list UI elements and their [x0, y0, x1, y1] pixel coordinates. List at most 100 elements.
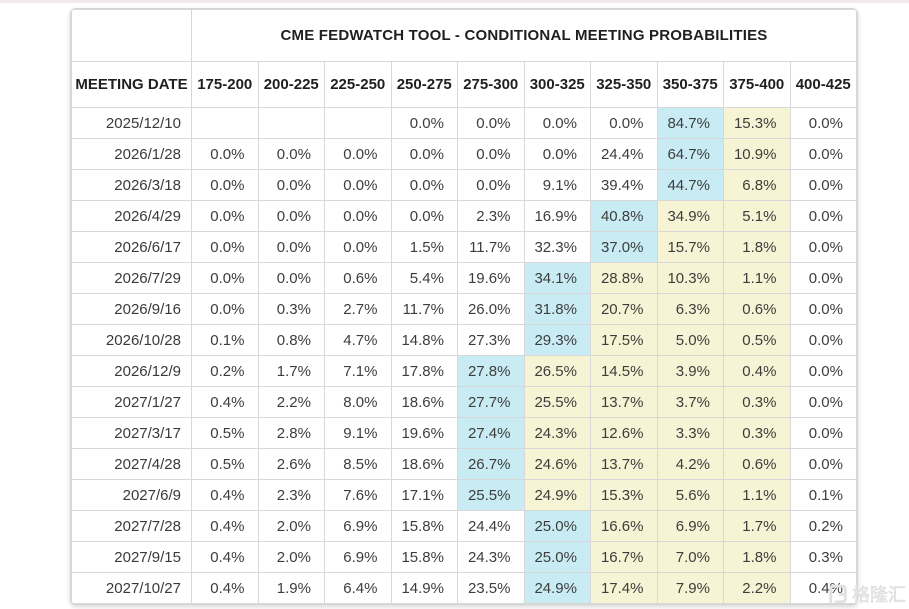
meeting-date-cell: 2027/9/15: [71, 541, 192, 573]
probability-cell: 40.8%: [590, 200, 658, 232]
probability-cell: 24.6%: [523, 448, 591, 480]
probability-cell: 20.7%: [590, 293, 658, 325]
probability-cell: 19.6%: [390, 417, 458, 449]
conditional-probabilities-table: CME FEDWATCH TOOL - CONDITIONAL MEETING …: [71, 9, 857, 604]
meeting-date-cell: 2026/3/18: [71, 169, 192, 201]
probability-cell: 24.3%: [523, 417, 591, 449]
probability-cell: 0.0%: [789, 262, 857, 294]
probability-cell: 0.0%: [191, 293, 259, 325]
probability-cell: 39.4%: [590, 169, 658, 201]
probability-cell: 0.2%: [191, 355, 259, 387]
probability-cell: 1.1%: [723, 479, 791, 511]
probability-cell: 0.0%: [191, 262, 259, 294]
probability-cell: 18.6%: [390, 448, 458, 480]
probability-cell: 3.9%: [656, 355, 724, 387]
probability-cell: 15.3%: [590, 479, 658, 511]
probability-cell: 15.3%: [723, 107, 791, 139]
probability-cell: 24.3%: [457, 541, 525, 573]
rate-range-header: 325-350: [590, 61, 658, 108]
probability-cell: 0.0%: [789, 200, 857, 232]
probability-cell: 31.8%: [523, 293, 591, 325]
probability-cell: 2.7%: [324, 293, 392, 325]
probability-cell: 17.1%: [390, 479, 458, 511]
probability-cell: 0.0%: [789, 293, 857, 325]
rate-range-header: 350-375: [656, 61, 724, 108]
rate-range-header: 300-325: [523, 61, 591, 108]
probability-cell: 7.6%: [324, 479, 392, 511]
meeting-date-cell: 2025/12/10: [71, 107, 192, 139]
probability-cell: 0.0%: [789, 386, 857, 418]
probability-cell: 0.0%: [257, 138, 325, 170]
probability-cell: 0.0%: [191, 231, 259, 263]
probability-cell: 2.6%: [257, 448, 325, 480]
probability-cell: 1.5%: [390, 231, 458, 263]
probability-cell: 15.7%: [656, 231, 724, 263]
probability-cell: 8.5%: [324, 448, 392, 480]
table-row: 2025/12/10 0.0% 0.0% 0.0% 0.0% 84.7% 15.3% 0.0%: [71, 107, 857, 139]
probability-cell: 0.0%: [789, 355, 857, 387]
probability-cell: 0.0%: [789, 231, 857, 263]
probability-cell: 0.0%: [590, 107, 658, 139]
probability-cell: 0.4%: [191, 510, 259, 542]
watermark-text: 格隆汇: [852, 585, 906, 605]
probability-cell: 24.4%: [457, 510, 525, 542]
probability-cell: 25.5%: [523, 386, 591, 418]
probability-cell: 7.1%: [324, 355, 392, 387]
meeting-date-cell: 2027/3/17: [71, 417, 192, 449]
probability-cell: 0.0%: [523, 107, 591, 139]
probability-cell: 4.2%: [656, 448, 724, 480]
probability-cell: 24.9%: [523, 479, 591, 511]
probability-cell: 10.9%: [723, 138, 791, 170]
probability-cell: 8.0%: [324, 386, 392, 418]
probability-cell: 2.0%: [257, 541, 325, 573]
probability-cell: 0.1%: [191, 324, 259, 356]
probability-cell: [257, 107, 325, 139]
probability-cell: 16.7%: [590, 541, 658, 573]
probability-cell: 27.8%: [457, 355, 525, 387]
probability-cell: 0.0%: [191, 138, 259, 170]
probability-cell: 3.3%: [656, 417, 724, 449]
probability-cell: [324, 107, 392, 139]
probability-cell: 27.4%: [457, 417, 525, 449]
meeting-date-header: MEETING DATE: [71, 61, 192, 108]
probability-cell: 5.0%: [656, 324, 724, 356]
corner-cell: [71, 9, 192, 62]
probability-cell: 32.3%: [523, 231, 591, 263]
probability-cell: 0.0%: [390, 107, 458, 139]
probability-cell: 14.8%: [390, 324, 458, 356]
probability-cell: 0.0%: [324, 169, 392, 201]
probability-cell: 0.0%: [789, 417, 857, 449]
table-row: 2026/9/16 0.0% 0.3% 2.7% 11.7% 26.0% 31.8% 20.7…: [71, 293, 857, 325]
table-row: 2027/1/27 0.4% 2.2% 8.0% 18.6% 27.7% 25.5% 13.7…: [71, 386, 857, 418]
probability-cell: 17.8%: [390, 355, 458, 387]
probability-cell: 1.8%: [723, 231, 791, 263]
probability-cell: [191, 107, 259, 139]
probability-cell: 25.0%: [523, 510, 591, 542]
probability-cell: 7.0%: [656, 541, 724, 573]
table-row: 2026/4/29 0.0% 0.0% 0.0% 0.0% 2.3% 16.9% 40.8% 3…: [71, 200, 857, 232]
probability-cell: 0.0%: [324, 138, 392, 170]
probability-cell: 0.0%: [789, 448, 857, 480]
probability-cell: 27.7%: [457, 386, 525, 418]
probability-cell: 5.4%: [390, 262, 458, 294]
probability-cell: 0.0%: [257, 169, 325, 201]
table-row: 2027/3/17 0.5% 2.8% 9.1% 19.6% 27.4% 24.3% 12.6…: [71, 417, 857, 449]
probability-cell: 0.5%: [191, 417, 259, 449]
meeting-date-cell: 2026/7/29: [71, 262, 192, 294]
probability-cell: 6.4%: [324, 572, 392, 604]
fedwatch-table-card: CME FEDWATCH TOOL - CONDITIONAL MEETING …: [70, 8, 858, 605]
rate-range-header: 200-225: [257, 61, 325, 108]
probability-cell: 0.0%: [390, 138, 458, 170]
probability-cell: 17.4%: [590, 572, 658, 604]
probability-cell: 23.5%: [457, 572, 525, 604]
probability-cell: 3.7%: [656, 386, 724, 418]
probability-cell: 2.3%: [457, 200, 525, 232]
probability-cell: 15.8%: [390, 510, 458, 542]
probability-cell: 0.0%: [257, 200, 325, 232]
title-row: CME FEDWATCH TOOL - CONDITIONAL MEETING …: [71, 9, 857, 62]
probability-cell: 24.4%: [590, 138, 658, 170]
table-row: 2026/3/18 0.0% 0.0% 0.0% 0.0% 0.0% 9.1% 39.4% 44…: [71, 169, 857, 201]
probability-cell: 13.7%: [590, 448, 658, 480]
probability-cell: 0.4%: [191, 572, 259, 604]
rate-range-header: 250-275: [390, 61, 458, 108]
